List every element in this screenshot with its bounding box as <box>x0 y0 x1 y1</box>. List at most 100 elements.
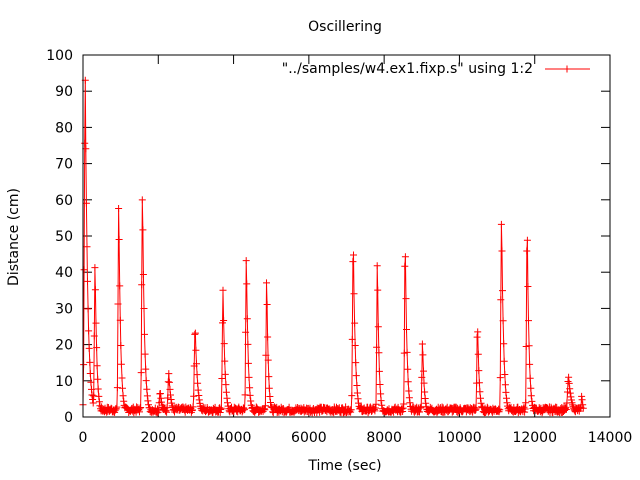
data-point <box>119 384 126 392</box>
data-point <box>352 359 360 367</box>
x-tick-label: 12000 <box>512 430 557 446</box>
y-tick-label: 70 <box>55 157 73 173</box>
data-point <box>348 335 356 343</box>
data-point <box>158 398 165 406</box>
data-point <box>90 332 98 340</box>
legend-label: "../samples/w4.ex1.fixp.s" using 1:2 <box>282 61 533 77</box>
series-markers <box>79 76 587 417</box>
data-point <box>137 404 145 411</box>
data-point <box>285 403 293 411</box>
data-point <box>364 409 372 417</box>
data-point <box>87 378 95 386</box>
data-point <box>475 367 483 375</box>
data-point <box>89 399 97 407</box>
data-point <box>502 388 510 396</box>
data-point <box>113 384 121 392</box>
data-point <box>82 199 90 207</box>
data-point <box>195 396 203 404</box>
data-point <box>501 381 509 389</box>
data-point <box>263 301 271 308</box>
data-point <box>192 346 200 354</box>
data-point <box>191 329 199 337</box>
data-point <box>373 343 381 351</box>
data-point <box>244 359 252 367</box>
data-point <box>523 247 531 255</box>
y-tick-label: 10 <box>55 374 73 390</box>
data-point <box>92 319 100 327</box>
data-point <box>416 408 423 416</box>
plot-frame <box>82 54 611 418</box>
data-point <box>145 401 152 409</box>
data-point <box>263 279 270 287</box>
data-point <box>520 403 528 411</box>
data-point <box>222 388 230 396</box>
data-point <box>562 406 570 413</box>
data-point <box>499 287 506 295</box>
series-line <box>82 80 584 415</box>
data-point <box>526 360 534 368</box>
data-point <box>222 381 230 389</box>
y-tick-label: 90 <box>55 84 73 100</box>
data-point <box>264 333 272 341</box>
data-point <box>93 344 101 352</box>
data-point <box>353 382 361 389</box>
data-point <box>136 404 144 412</box>
data-point <box>243 280 251 288</box>
data-point <box>377 397 385 405</box>
data-point <box>191 330 199 338</box>
data-point <box>167 391 174 399</box>
data-point <box>474 328 482 336</box>
data-point <box>144 397 152 405</box>
x-tick-label: 2000 <box>140 430 176 446</box>
data-point <box>528 397 536 405</box>
data-point <box>164 378 172 386</box>
data-point <box>579 404 587 412</box>
data-point <box>96 402 104 410</box>
x-tick-label: 6000 <box>291 430 327 446</box>
x-tick-label: 8000 <box>366 430 402 446</box>
data-point <box>143 385 151 393</box>
data-point <box>138 196 146 204</box>
data-point <box>86 370 94 377</box>
data-point <box>217 404 225 412</box>
data-point <box>403 326 410 333</box>
data-point <box>243 315 251 323</box>
data-point <box>265 373 273 381</box>
legend: "../samples/w4.ex1.fixp.s" using 1:2 <box>282 61 590 77</box>
data-point <box>564 378 572 385</box>
data-point <box>401 253 409 261</box>
data-point <box>221 370 229 378</box>
data-point <box>374 286 382 294</box>
data-point <box>85 327 93 335</box>
data-point <box>112 405 120 413</box>
data-point <box>155 406 163 414</box>
data-point <box>350 290 358 298</box>
data-point <box>115 236 123 243</box>
data-point <box>499 317 507 325</box>
data-point <box>401 262 409 270</box>
data-point <box>141 330 148 338</box>
data-point <box>91 264 99 272</box>
data-point <box>376 381 384 388</box>
data-point <box>194 386 202 394</box>
data-point <box>418 373 426 381</box>
data-point <box>524 283 532 290</box>
data-point <box>83 243 91 251</box>
data-point <box>194 379 202 387</box>
data-point <box>523 236 531 244</box>
data-point <box>85 344 93 352</box>
data-point <box>477 394 484 402</box>
y-axis-label: Distance (cm) <box>6 188 22 286</box>
data-point <box>139 271 147 278</box>
chart-title: Oscillering <box>308 19 382 35</box>
data-point <box>474 350 482 358</box>
data-point <box>240 404 248 412</box>
data-point <box>350 251 357 259</box>
data-point <box>89 396 97 403</box>
data-point <box>139 226 147 234</box>
data-point <box>373 262 381 270</box>
data-point <box>264 356 272 364</box>
data-point <box>579 401 587 409</box>
data-point <box>220 340 228 348</box>
data-point <box>119 392 127 400</box>
